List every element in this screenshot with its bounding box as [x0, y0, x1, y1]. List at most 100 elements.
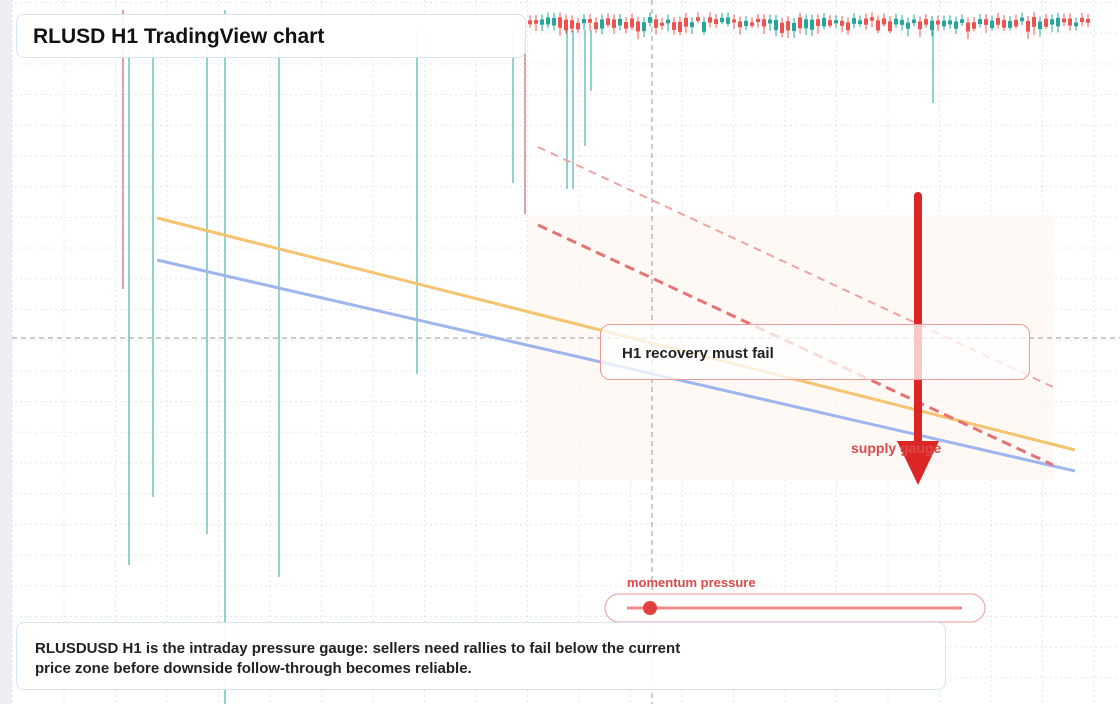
gauge-label: momentum pressure — [627, 575, 756, 590]
candle-body — [732, 19, 736, 23]
candle-body — [990, 20, 994, 29]
candle-body — [708, 17, 712, 23]
candle-body — [660, 22, 664, 26]
candle-body — [978, 19, 982, 25]
candle-body — [858, 20, 862, 25]
candle-body — [750, 22, 754, 26]
candle-body — [786, 21, 790, 31]
candle-body — [918, 21, 922, 30]
candle-body — [738, 21, 742, 28]
candle-body — [894, 18, 898, 25]
side-strip — [0, 0, 12, 704]
candle-body — [1002, 20, 1006, 28]
candle-body — [840, 20, 844, 26]
channel-lower — [537, 223, 1054, 467]
candle-body — [966, 22, 970, 32]
gauge-knob — [643, 601, 657, 615]
candle-body — [780, 22, 784, 33]
candle-body — [654, 19, 658, 28]
candle-body — [576, 22, 580, 30]
callout: H1 recovery must fail — [622, 345, 774, 362]
candle-body — [726, 17, 730, 24]
candle-body — [948, 20, 952, 25]
candle-body — [630, 18, 634, 28]
candle-body — [942, 20, 946, 27]
candle-body — [864, 18, 868, 25]
candle-body — [612, 19, 616, 28]
candle-body — [906, 22, 910, 29]
down-arrow-head — [897, 441, 939, 485]
candle-body — [594, 22, 598, 30]
candles — [528, 12, 1090, 40]
candle-body — [996, 17, 1000, 25]
candle-body — [816, 19, 820, 26]
candle-body — [924, 19, 928, 25]
candle-body — [912, 19, 916, 24]
candle-body — [624, 22, 628, 29]
candle-body — [984, 19, 988, 25]
candle-body — [696, 17, 700, 21]
candle-body — [900, 19, 904, 25]
candle-body — [834, 20, 838, 24]
candle-body — [1026, 21, 1030, 32]
candle-body — [1038, 21, 1042, 30]
candle-body — [684, 17, 688, 27]
candle-body — [606, 18, 610, 25]
candle-body — [678, 21, 682, 32]
candle-body — [1068, 18, 1072, 26]
candle-body — [1044, 18, 1048, 27]
candle-body — [876, 20, 880, 31]
candle-body — [648, 17, 652, 23]
candle-body — [540, 19, 544, 25]
candle-body — [1014, 19, 1018, 27]
channel-upper — [537, 146, 1054, 388]
candle-body — [828, 20, 832, 26]
candle-body — [960, 19, 964, 24]
candle-body — [804, 19, 808, 29]
candle-body — [600, 19, 604, 29]
candle-body — [534, 20, 538, 24]
candle-body — [954, 21, 958, 29]
candle-body — [714, 19, 718, 24]
callout-box: H1 recovery must fail — [600, 324, 1030, 380]
candle-body — [588, 19, 592, 23]
candle-body — [618, 18, 622, 26]
candle-body — [1050, 19, 1054, 25]
candle-body — [1056, 17, 1060, 27]
candle-body — [936, 20, 940, 25]
candle-body — [822, 17, 826, 27]
candle-body — [852, 18, 856, 24]
candle-body — [846, 22, 850, 31]
candle-body — [774, 19, 778, 31]
candle-body — [702, 21, 706, 32]
candle-body — [756, 18, 760, 23]
candle-body — [1086, 18, 1090, 23]
candle-body — [1032, 17, 1036, 27]
candle-body — [666, 19, 670, 24]
candle-body — [768, 19, 772, 24]
candle-body — [930, 20, 934, 31]
candle-body — [972, 22, 976, 29]
candle-body — [798, 17, 802, 29]
candle-body — [870, 17, 874, 21]
candle-body — [1020, 17, 1024, 22]
candle-body — [642, 22, 646, 32]
candle-body — [552, 17, 556, 26]
candle-body — [636, 21, 640, 32]
candle-body — [1074, 22, 1078, 27]
candle-body — [672, 22, 676, 30]
candle-body — [810, 19, 814, 30]
candle-body — [546, 17, 550, 25]
candle-body — [1008, 20, 1012, 28]
candle-body — [582, 18, 586, 24]
candle-body — [888, 21, 892, 32]
zone-label: supply gauge — [851, 440, 941, 456]
footer-text: RLUSDUSD H1 is the intraday pressure gau… — [35, 640, 681, 677]
candle-body — [690, 22, 694, 28]
candle-body — [528, 20, 532, 25]
candle-body — [1080, 17, 1084, 23]
title-box: RLUSD H1 TradingView chart — [16, 14, 526, 58]
candle-body — [570, 20, 574, 29]
footer-box: RLUSDUSD H1 is the intraday pressure gau… — [16, 622, 946, 690]
